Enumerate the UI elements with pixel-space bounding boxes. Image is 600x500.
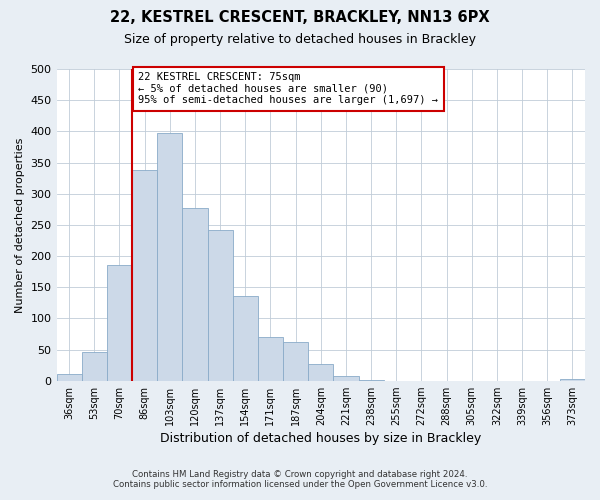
Bar (308, 364, 334, 380)
Bar (283, 342, 308, 380)
Bar (56, 374, 82, 380)
Y-axis label: Number of detached properties: Number of detached properties (15, 137, 25, 312)
Bar (560, 379, 585, 380)
Bar (107, 266, 132, 380)
Text: 22, KESTREL CRESCENT, BRACKLEY, NN13 6PX: 22, KESTREL CRESCENT, BRACKLEY, NN13 6PX (110, 10, 490, 25)
Bar (157, 132, 182, 380)
Bar (334, 376, 359, 380)
Bar (208, 230, 233, 380)
Bar (132, 170, 157, 380)
Bar (233, 296, 258, 380)
Text: 22 KESTREL CRESCENT: 75sqm
← 5% of detached houses are smaller (90)
95% of semi-: 22 KESTREL CRESCENT: 75sqm ← 5% of detac… (139, 72, 439, 106)
X-axis label: Distribution of detached houses by size in Brackley: Distribution of detached houses by size … (160, 432, 481, 445)
Text: Size of property relative to detached houses in Brackley: Size of property relative to detached ho… (124, 32, 476, 46)
Text: Contains HM Land Registry data © Crown copyright and database right 2024.
Contai: Contains HM Land Registry data © Crown c… (113, 470, 487, 489)
Bar (182, 208, 208, 380)
Bar (82, 352, 107, 380)
Bar (258, 337, 283, 380)
